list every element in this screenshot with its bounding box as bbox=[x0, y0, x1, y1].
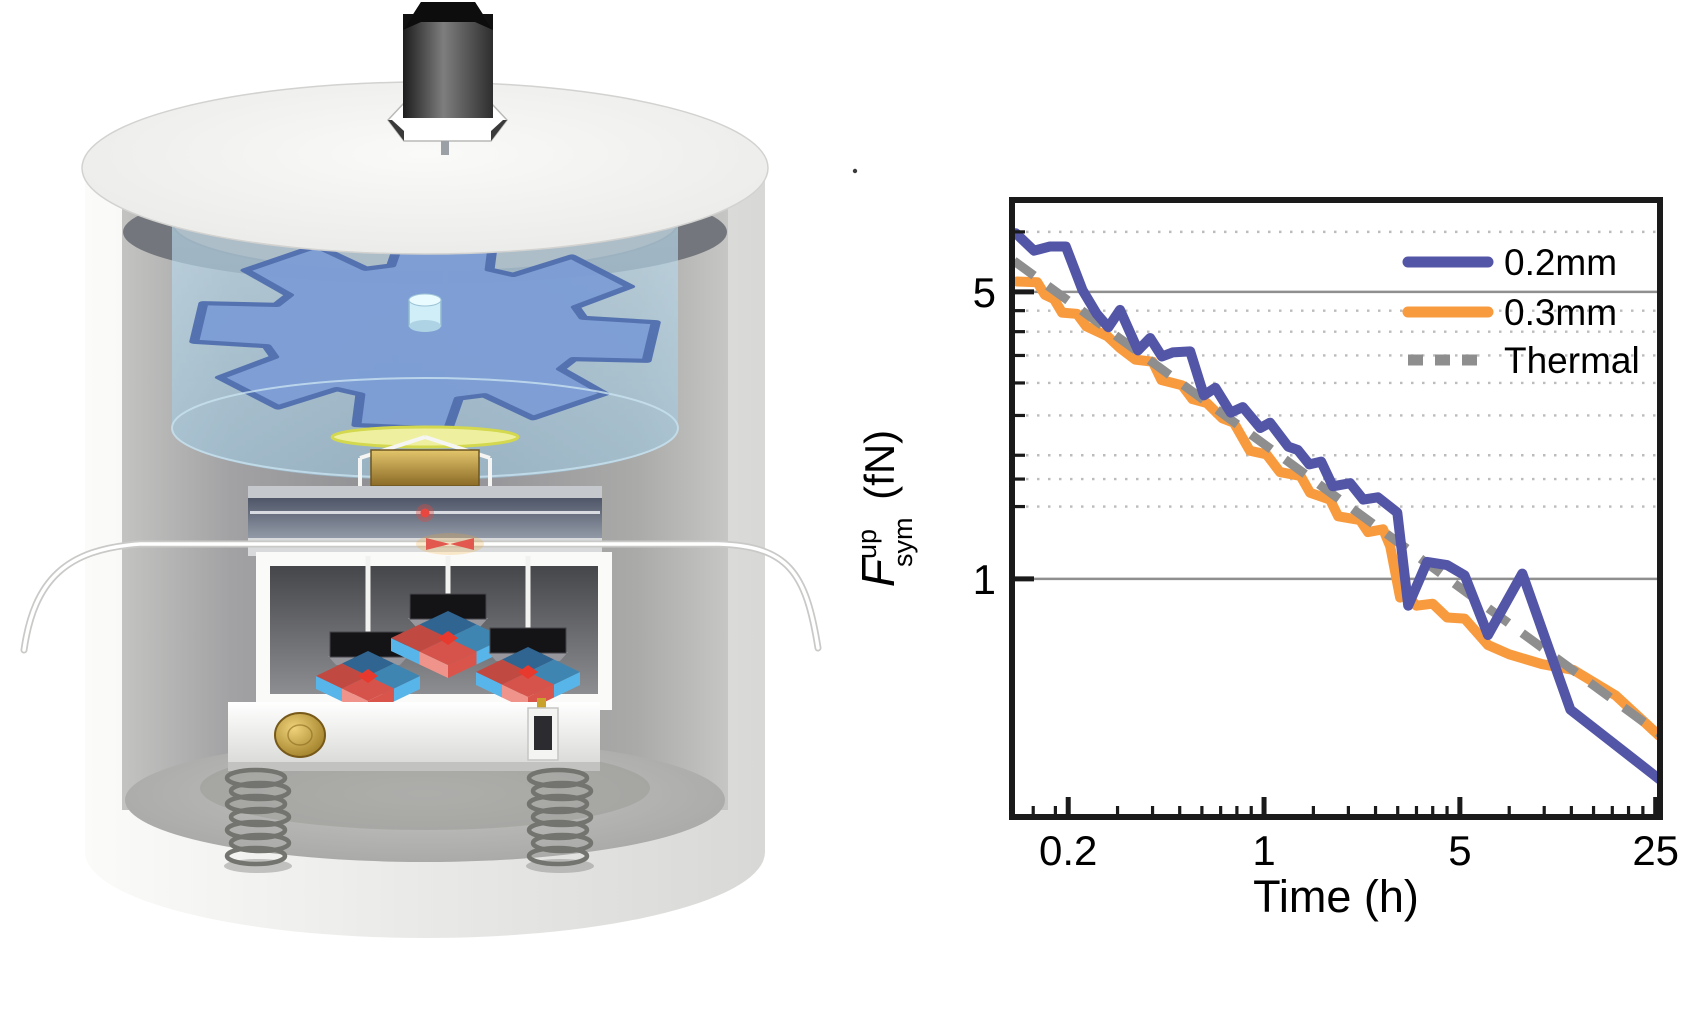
spring-coil bbox=[228, 806, 292, 828]
spring bbox=[224, 767, 292, 873]
magnet-side bbox=[554, 672, 580, 698]
actuator-device bbox=[527, 698, 559, 761]
rotor-hub bbox=[408, 293, 442, 332]
spring-coil bbox=[224, 845, 288, 867]
support-rod bbox=[525, 556, 531, 628]
magnet-top bbox=[476, 659, 528, 685]
x-axis-tick-label: 1 bbox=[1252, 827, 1275, 874]
x-axis-tick-label: 25 bbox=[1632, 827, 1679, 874]
spring-coil bbox=[228, 780, 292, 802]
spring-coil bbox=[530, 806, 594, 828]
magnet-array bbox=[316, 556, 580, 714]
spring-coil bbox=[526, 819, 590, 841]
y-axis-tick-label: 5 bbox=[973, 269, 996, 316]
sensor-dot bbox=[420, 508, 430, 518]
series-line-0.3mm bbox=[1013, 276, 1659, 741]
x-axis-tick-label: 0.2 bbox=[1039, 827, 1097, 874]
wire-center-element bbox=[426, 538, 474, 550]
magnet-center bbox=[518, 665, 538, 679]
magnet-front bbox=[419, 651, 448, 678]
magnet-side bbox=[394, 676, 420, 702]
spring-coil bbox=[224, 767, 288, 789]
y-axis-tick-label: 1 bbox=[973, 556, 996, 603]
magnet-top bbox=[391, 624, 448, 652]
spring-coil bbox=[526, 845, 590, 867]
chart-frame bbox=[1009, 197, 1663, 820]
apparatus-illustration bbox=[20, 2, 858, 938]
spring-coil bbox=[530, 832, 594, 854]
spring-coil bbox=[224, 819, 288, 841]
isolation-springs bbox=[224, 767, 594, 873]
base-plate bbox=[228, 698, 600, 771]
legend-label-Thermal: Thermal bbox=[1504, 340, 1640, 381]
legend: 0.2mm 0.3mm Thermal bbox=[1402, 242, 1640, 381]
suspension-wire bbox=[20, 533, 822, 654]
y-axis-title: Fupsym (fN) bbox=[860, 430, 918, 587]
x-axis-tick-label: 5 bbox=[1448, 827, 1471, 874]
legend-label-0.3mm: 0.3mm bbox=[1504, 292, 1617, 333]
gold-knob bbox=[274, 712, 326, 758]
gold-block bbox=[370, 449, 480, 487]
series-line-Thermal bbox=[1013, 257, 1659, 738]
legend-label-0.2mm: 0.2mm bbox=[1504, 242, 1617, 283]
spring-coil bbox=[530, 780, 594, 802]
drive-motor bbox=[387, 2, 508, 155]
magnet-side bbox=[391, 638, 420, 665]
magnet-center bbox=[438, 631, 458, 645]
suspension-truss bbox=[358, 435, 492, 488]
support-rod bbox=[445, 556, 451, 594]
x-axis-title: Time (h) bbox=[1253, 871, 1419, 922]
stray-dot bbox=[852, 168, 858, 174]
spring bbox=[526, 767, 594, 873]
magnet-assembly bbox=[476, 556, 580, 710]
spring-coil bbox=[526, 767, 590, 789]
magnet-center bbox=[358, 669, 378, 683]
support-rod bbox=[365, 556, 371, 632]
magnet-front bbox=[448, 651, 477, 678]
spring-coil bbox=[224, 793, 288, 815]
series-line-0.2mm bbox=[1013, 228, 1659, 785]
magnet-side bbox=[476, 672, 502, 698]
magnet-top bbox=[316, 663, 368, 689]
spring-coil bbox=[228, 832, 292, 854]
magnet-side bbox=[316, 676, 342, 702]
spring-coil bbox=[526, 793, 590, 815]
series-layer bbox=[1013, 228, 1659, 785]
